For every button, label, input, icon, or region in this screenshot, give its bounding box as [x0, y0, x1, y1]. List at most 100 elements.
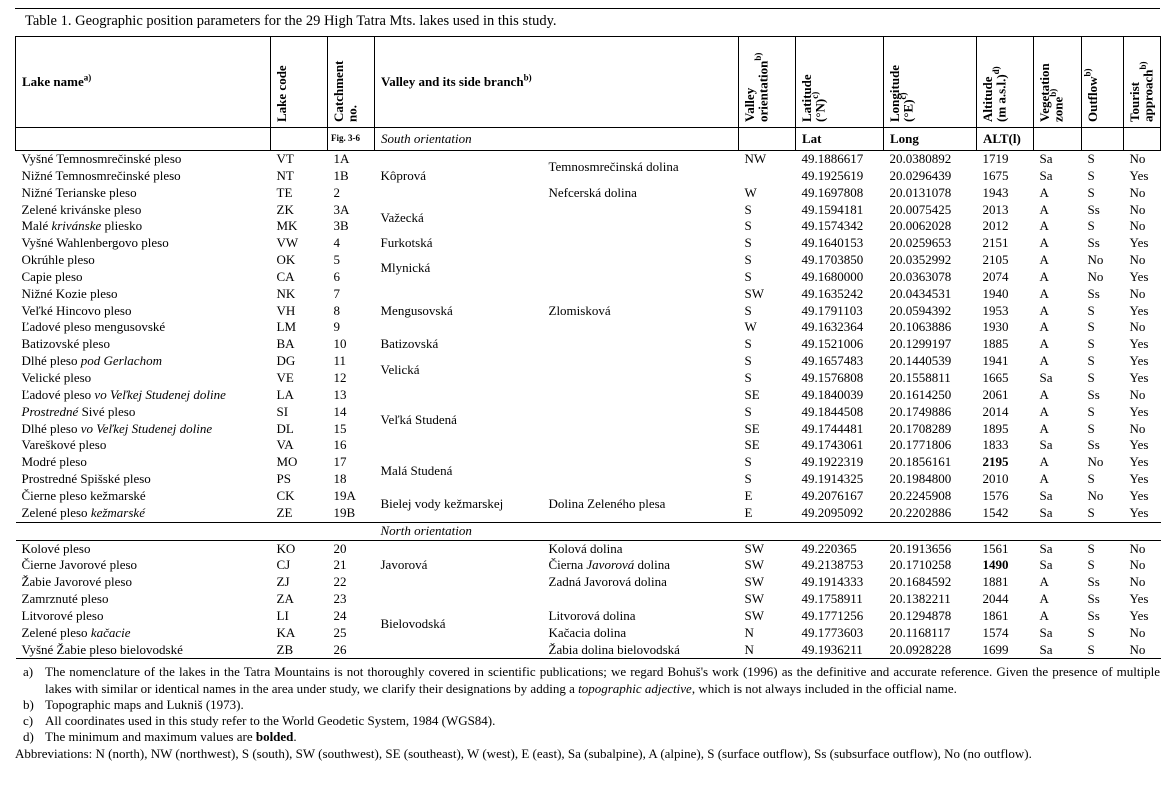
- latitude: 49.1844508: [801, 403, 864, 419]
- lake-row-NK: Nižné Kozie pleso NK 7 Mengusovská Zlomiskov…: [16, 285, 1161, 318]
- footnote-label: d): [23, 728, 34, 744]
- valley-orientation: S: [744, 369, 752, 385]
- outflow: S: [1087, 218, 1095, 234]
- footnote-label: b): [23, 696, 34, 712]
- outflow: Ss: [1087, 574, 1100, 590]
- subheader-name: [15, 127, 271, 151]
- lake-name: Zelené pleso kačacie: [21, 624, 131, 640]
- lake-code: VT: [276, 151, 294, 166]
- latitude: 49.1576808: [801, 369, 864, 385]
- valley-orientation: S: [744, 403, 752, 419]
- latitude: 49.1574342: [801, 218, 864, 234]
- valley-branch: [543, 404, 739, 421]
- longitude: 20.1710258: [889, 557, 952, 573]
- altitude: 2014: [982, 403, 1009, 419]
- lake-name: Capie pleso: [21, 268, 83, 284]
- lake-name: Velické pleso: [21, 369, 92, 385]
- tourist-approach: No: [1129, 574, 1146, 590]
- latitude: 49.1743061: [801, 437, 864, 453]
- outflow: S: [1087, 336, 1095, 352]
- catchment-no: 25: [333, 624, 347, 640]
- lake-code: VH: [276, 302, 296, 318]
- valley: Mengusovská: [380, 302, 453, 318]
- lake-name: Ľadové pleso vo Veľkej Studenej doline: [21, 386, 226, 402]
- vegetation-zone: Sa: [1039, 540, 1053, 556]
- valley-branch: Dolina Zeleného plesa: [548, 496, 666, 512]
- lake-row-DL: Dlhé pleso vo Veľkej Studenej doline DL 15…: [16, 421, 1161, 438]
- tourist-approach: No: [1129, 557, 1146, 573]
- tourist-approach: Yes: [1129, 235, 1149, 251]
- catchment-no: 15: [333, 420, 347, 436]
- vegetation-zone: A: [1039, 235, 1049, 251]
- header-row-sub: Fig. 3-6 South orientation Lat Long ALT(l): [15, 127, 1162, 151]
- lakes-table: Lake namea) Lake code Catchment no. Valley a…: [15, 36, 1162, 660]
- latitude: 49.1680000: [801, 268, 864, 284]
- altitude: 1881: [982, 574, 1009, 590]
- catchment-no: 20: [333, 540, 347, 556]
- latitude: 49.1640153: [801, 235, 864, 251]
- longitude: 20.0928228: [889, 641, 952, 657]
- outflow: S: [1087, 540, 1095, 556]
- tourist-approach: Yes: [1129, 607, 1149, 623]
- outflow: S: [1087, 184, 1095, 200]
- altitude: 1885: [982, 336, 1009, 352]
- longitude: 20.1984800: [889, 471, 952, 487]
- lake-row-SI: Prostredné Sivé pleso SI 14 S 49.1844508 20.1…: [16, 404, 1161, 421]
- subheader-alt: ALT(l): [976, 127, 1035, 151]
- valley: Bielovodská: [380, 616, 446, 632]
- altitude: 1953: [982, 302, 1009, 318]
- valley: Bielej vody kežmarskej: [380, 496, 504, 512]
- valley-branch: [543, 387, 739, 404]
- vegetation-zone: A: [1039, 403, 1049, 419]
- lake-code: VE: [276, 369, 294, 385]
- blank-cell: [883, 521, 977, 541]
- altitude: 1833: [982, 437, 1009, 453]
- lake-code: MK: [276, 218, 298, 234]
- longitude: 20.0075425: [889, 201, 952, 217]
- outflow: S: [1087, 302, 1095, 318]
- vegetation-zone: Sa: [1039, 624, 1053, 640]
- valley-orientation: S: [744, 302, 752, 318]
- col-header-code: Lake code: [270, 36, 328, 128]
- lake-row-ZA: Zamrznuté pleso ZA 23 Bielovodská SW 49.17589…: [16, 591, 1161, 631]
- altitude: 2151: [982, 235, 1009, 251]
- outflow: Ss: [1087, 285, 1100, 301]
- lake-code: VA: [276, 437, 294, 453]
- longitude: 20.0259653: [889, 235, 952, 251]
- altitude: 1490: [982, 557, 1009, 573]
- catchment-no: 22: [333, 574, 347, 590]
- latitude: 49.1773603: [801, 624, 864, 640]
- longitude: 20.2202886: [889, 504, 952, 520]
- lake-code: DL: [276, 420, 294, 436]
- valley-orientation: S: [744, 252, 752, 268]
- vegetation-zone: A: [1039, 353, 1049, 369]
- outflow: S: [1087, 167, 1095, 183]
- catchment-no: 2: [333, 184, 341, 200]
- blank-cell: [270, 521, 328, 541]
- outflow: S: [1087, 624, 1095, 640]
- valley-branch: [543, 336, 739, 353]
- lake-name: Čierne Javorové pleso: [21, 557, 138, 573]
- lake-code: ZK: [276, 201, 294, 217]
- valley-orientation: S: [744, 268, 752, 284]
- outflow: S: [1087, 319, 1095, 335]
- altitude: 1943: [982, 184, 1009, 200]
- catchment-no: 17: [333, 454, 347, 470]
- longitude: 20.0363078: [889, 268, 952, 284]
- valley: Javorová: [380, 557, 428, 573]
- subheader-long: Long: [883, 127, 978, 151]
- outflow: Ss: [1087, 201, 1100, 217]
- col-header-no: Catchment no.: [327, 36, 375, 128]
- lake-code: NK: [276, 285, 296, 301]
- longitude: 20.1708289: [889, 420, 952, 436]
- catchment-no: 21: [333, 557, 347, 573]
- latitude: 49.1791103: [801, 302, 863, 318]
- blank-cell: [15, 521, 271, 541]
- subheader-tour: [1123, 127, 1162, 151]
- lake-code: ZE: [276, 504, 293, 520]
- longitude: 20.0062028: [889, 218, 952, 234]
- section-label: North orientation: [374, 521, 739, 541]
- vegetation-zone: Sa: [1039, 557, 1053, 573]
- vegetation-zone: A: [1039, 285, 1049, 301]
- altitude: 2074: [982, 268, 1009, 284]
